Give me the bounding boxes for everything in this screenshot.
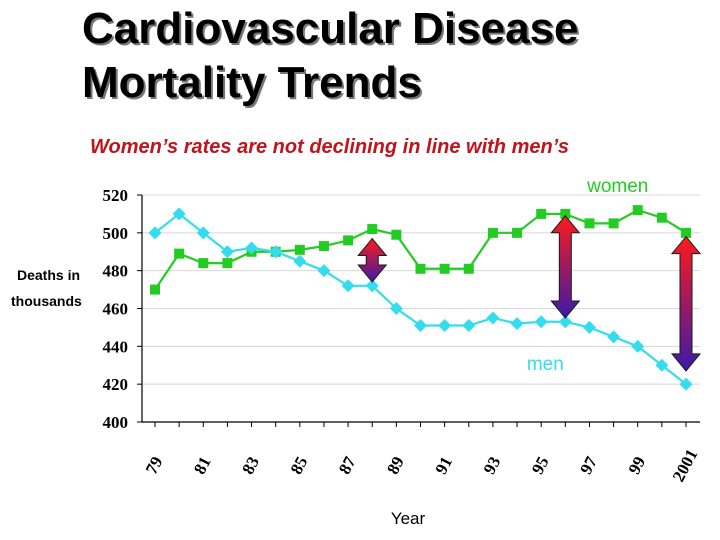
men-point xyxy=(341,279,355,293)
women-point xyxy=(584,218,595,229)
men-point xyxy=(196,226,210,240)
men-point xyxy=(462,319,476,333)
women-point xyxy=(174,248,185,259)
women-point xyxy=(536,208,547,219)
men-point xyxy=(148,226,162,240)
page-title: Cardiovascular Disease Mortality Trends xyxy=(82,2,712,110)
women-point xyxy=(222,258,233,269)
men-point xyxy=(534,315,548,329)
y-tick-label: 460 xyxy=(103,300,129,319)
women-point xyxy=(294,244,305,255)
men-point xyxy=(607,330,621,344)
men-point xyxy=(245,241,259,255)
women-point xyxy=(487,227,498,238)
gap-double-arrow xyxy=(670,235,702,372)
women-point xyxy=(439,263,450,274)
women-point xyxy=(656,212,667,223)
men-point xyxy=(172,207,186,221)
chart-subtitle: Women’s rates are not declining in line … xyxy=(90,136,570,158)
women-series-label: women xyxy=(586,176,648,197)
x-tick-label: 2001 xyxy=(669,446,702,485)
women-point xyxy=(198,258,209,269)
y-axis-label-line-2: thousands xyxy=(11,293,82,309)
men-series-label: men xyxy=(527,354,564,375)
women-point xyxy=(608,218,619,229)
men-point xyxy=(631,339,645,353)
y-tick-label: 480 xyxy=(103,262,129,281)
women-point xyxy=(367,224,378,235)
x-tick-label: 97 xyxy=(576,453,601,477)
x-tick-label: 87 xyxy=(335,453,360,477)
men-point xyxy=(679,377,693,391)
title-line-1: Cardiovascular Disease xyxy=(82,4,579,53)
title-line-2: Mortality Trends xyxy=(82,58,422,107)
women-point xyxy=(150,284,160,295)
gap-double-arrow xyxy=(357,237,388,283)
men-point xyxy=(293,254,307,268)
x-tick-label: 89 xyxy=(383,453,408,477)
x-tick-label: 81 xyxy=(190,453,215,477)
men-point xyxy=(317,264,331,278)
men-point xyxy=(510,317,524,331)
women-point xyxy=(318,241,329,252)
x-tick-label: 95 xyxy=(528,453,553,477)
men-point xyxy=(269,245,283,259)
x-tick-label: 93 xyxy=(480,453,505,477)
x-tick-label: 85 xyxy=(287,453,312,477)
men-point xyxy=(486,311,500,325)
women-point xyxy=(415,263,426,274)
x-axis-label: Year xyxy=(391,509,426,528)
gap-double-arrow xyxy=(550,215,581,319)
men-point xyxy=(558,315,572,329)
y-tick-label: 420 xyxy=(103,375,129,394)
women-point xyxy=(681,227,691,238)
women-point xyxy=(560,208,571,219)
x-tick-label: 83 xyxy=(238,453,263,477)
y-tick-label: 500 xyxy=(103,224,129,243)
men-point xyxy=(389,302,403,315)
x-tick-label: 99 xyxy=(624,453,649,477)
x-tick-label: 91 xyxy=(431,453,456,477)
men-point xyxy=(438,319,452,333)
y-tick-label: 520 xyxy=(103,186,129,205)
men-point xyxy=(655,358,669,372)
women-point xyxy=(391,229,402,240)
x-tick-label: 79 xyxy=(142,453,167,477)
y-tick-label: 440 xyxy=(103,337,129,356)
women-point xyxy=(632,205,643,216)
men-series-line xyxy=(154,212,687,386)
men-point xyxy=(365,279,379,293)
men-point xyxy=(582,320,596,334)
y-axis-label-line-1: Deaths in xyxy=(17,267,80,283)
men-point xyxy=(414,319,427,333)
women-point xyxy=(343,235,354,246)
women-point xyxy=(463,263,474,274)
men-point xyxy=(220,245,234,259)
y-tick-label: 400 xyxy=(103,413,129,432)
women-point xyxy=(512,227,523,238)
